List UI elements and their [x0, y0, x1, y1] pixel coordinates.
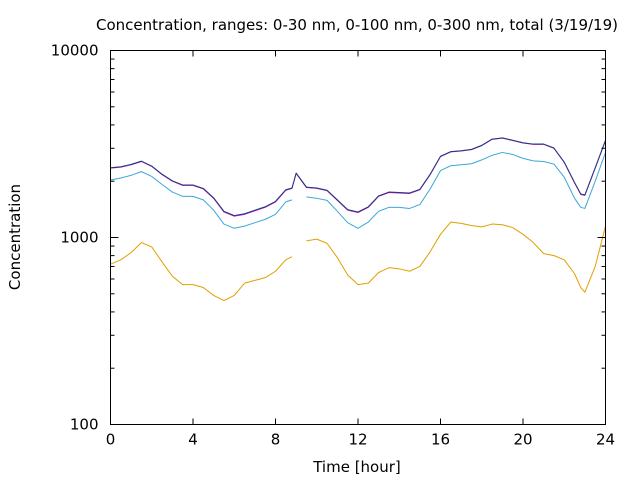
series-line-4 — [110, 137, 606, 217]
y-tick-label: 100 — [70, 416, 99, 434]
x-tick-label: 20 — [513, 431, 532, 449]
series-line-3 — [110, 137, 606, 217]
plot-frame — [110, 50, 606, 425]
series-line-2 — [110, 151, 606, 229]
y-tick-label: 10000 — [51, 42, 99, 60]
x-tick-label: 4 — [188, 431, 198, 449]
y-tick-label: 1000 — [60, 229, 98, 247]
series-line-1 — [110, 221, 606, 302]
chart-title: Concentration, ranges: 0-30 nm, 0-100 nm… — [96, 16, 618, 34]
x-tick-label: 0 — [106, 431, 116, 449]
x-axis-label: Time [hour] — [312, 458, 401, 476]
x-tick-label: 8 — [271, 431, 281, 449]
y-axis-label: Concentration — [6, 184, 24, 290]
x-tick-label: 12 — [348, 431, 367, 449]
x-tick-label: 16 — [431, 431, 450, 449]
ticks-layer: 0 4 8 12 16 20 24 100 1000 10000 — [51, 42, 615, 449]
series-layer — [110, 137, 606, 302]
x-tick-label: 24 — [596, 431, 615, 449]
